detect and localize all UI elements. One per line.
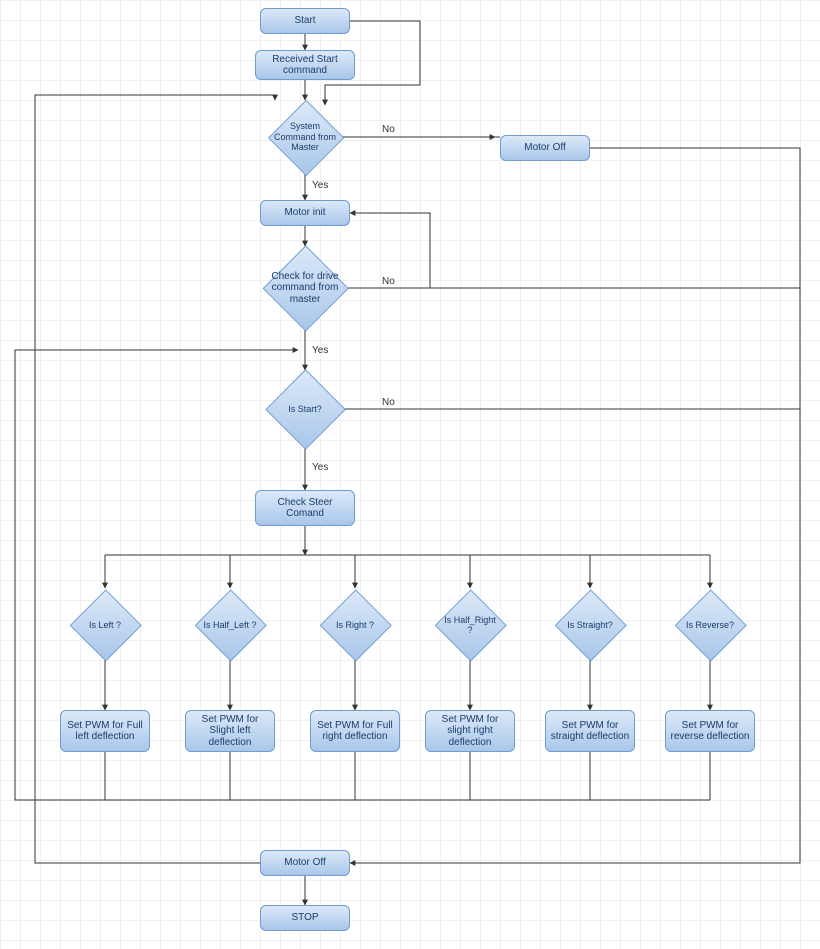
edge-5 (350, 148, 800, 863)
edge-label-7: Yes (312, 345, 328, 356)
node-check_drive: Check for drive command from master (263, 246, 347, 330)
edge-label-10: Yes (312, 462, 328, 473)
node-pwm_straight: Set PWM for straight deflection (545, 710, 635, 752)
node-is_half_left: Is Half_Left ? (195, 590, 265, 660)
node-is_half_right: Is Half_Right ? (435, 590, 505, 660)
node-is_start: Is Start? (266, 370, 344, 448)
node-check_steer: Check Steer Comand (255, 490, 355, 526)
edge-layer (0, 0, 820, 949)
node-motor_init: Motor init (260, 200, 350, 226)
node-start: Start (260, 8, 350, 34)
flowchart-canvas: Start Received Start command System Comman… (0, 0, 820, 949)
node-pwm_reverse: Set PWM for reverse deflection (665, 710, 755, 752)
node-motor_off_top: Motor Off (500, 135, 590, 161)
node-is_straight: Is Straight? (555, 590, 625, 660)
edge-label-3: No (382, 124, 395, 135)
node-is_left: Is Left ? (70, 590, 140, 660)
edge-label-2: Yes (312, 180, 328, 191)
node-pwm_slight_right: Set PWM for slight right deflection (425, 710, 515, 752)
node-pwm_slight_left: Set PWM for Slight left deflection (185, 710, 275, 752)
node-is_reverse: Is Reverse? (675, 590, 745, 660)
node-stop: STOP (260, 905, 350, 931)
node-pwm_full_right: Set PWM for Full right deflection (310, 710, 400, 752)
node-pwm_full_left: Set PWM for Full left deflection (60, 710, 150, 752)
edge-label-11: No (382, 397, 395, 408)
edge-label-8: No (382, 276, 395, 287)
node-is_right: Is Right ? (320, 590, 390, 660)
node-motor_off_bottom: Motor Off (260, 850, 350, 876)
node-recv_start: Received Start command (255, 50, 355, 80)
node-sys_cmd: System Command from Master (268, 100, 342, 174)
